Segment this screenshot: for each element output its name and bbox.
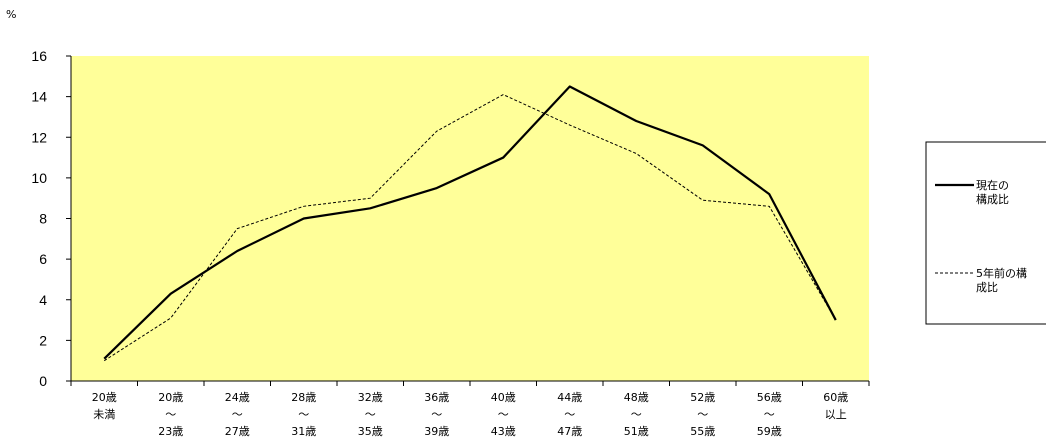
- y-tick-label: 8: [39, 211, 47, 227]
- series-line-5-years-ago: [103, 94, 837, 362]
- x-category-label: 20歳～ 23歳: [158, 391, 183, 438]
- legend-box: [925, 141, 1046, 325]
- x-category-label: 48歳～ 51歳: [624, 391, 649, 438]
- x-axis: 20歳未満 20歳～ 23歳 24歳～ 27歳 28歳～ 31歳 32歳～ 35歳 36歳～ 39歳…: [70, 380, 870, 438]
- y-tick-label: 2: [39, 332, 47, 348]
- x-category-label: 56歳～ 59歳: [757, 391, 782, 438]
- x-category-label: 40歳～ 43歳: [491, 391, 516, 438]
- y-tick-label: 10: [31, 170, 47, 186]
- series-layer: [103, 85, 837, 362]
- legend: 現在の構成比 5年前の構成比: [925, 141, 1046, 325]
- x-category-label: 36歳～ 39歳: [424, 391, 449, 438]
- y-unit-label: %: [6, 8, 16, 21]
- y-tick-label: 12: [31, 129, 47, 145]
- x-category-label: 32歳～ 35歳: [358, 391, 383, 438]
- y-tick-label: 6: [39, 251, 47, 267]
- series-line-current: [103, 85, 837, 360]
- x-category-label: 20歳未満: [92, 391, 117, 421]
- y-tick-label: 0: [39, 373, 47, 389]
- x-category-label: 44歳～ 47歳: [557, 391, 582, 438]
- legend-label: 5年前の構成比: [976, 266, 1027, 294]
- x-category-label: 24歳～ 27歳: [225, 391, 250, 438]
- y-tick-label: 16: [31, 48, 47, 64]
- y-axis: 0 2 4 6 8 10 12 14 16: [31, 48, 72, 389]
- y-tick-label: 4: [39, 292, 47, 308]
- x-category-label: 28歳～ 31歳: [291, 391, 316, 438]
- legend-label: 現在の構成比: [976, 179, 1009, 206]
- y-tick-label: 14: [31, 89, 47, 105]
- x-category-label: 60歳以上: [823, 391, 848, 421]
- plot-area: [71, 56, 869, 381]
- x-category-label: 52歳～ 55歳: [690, 391, 715, 438]
